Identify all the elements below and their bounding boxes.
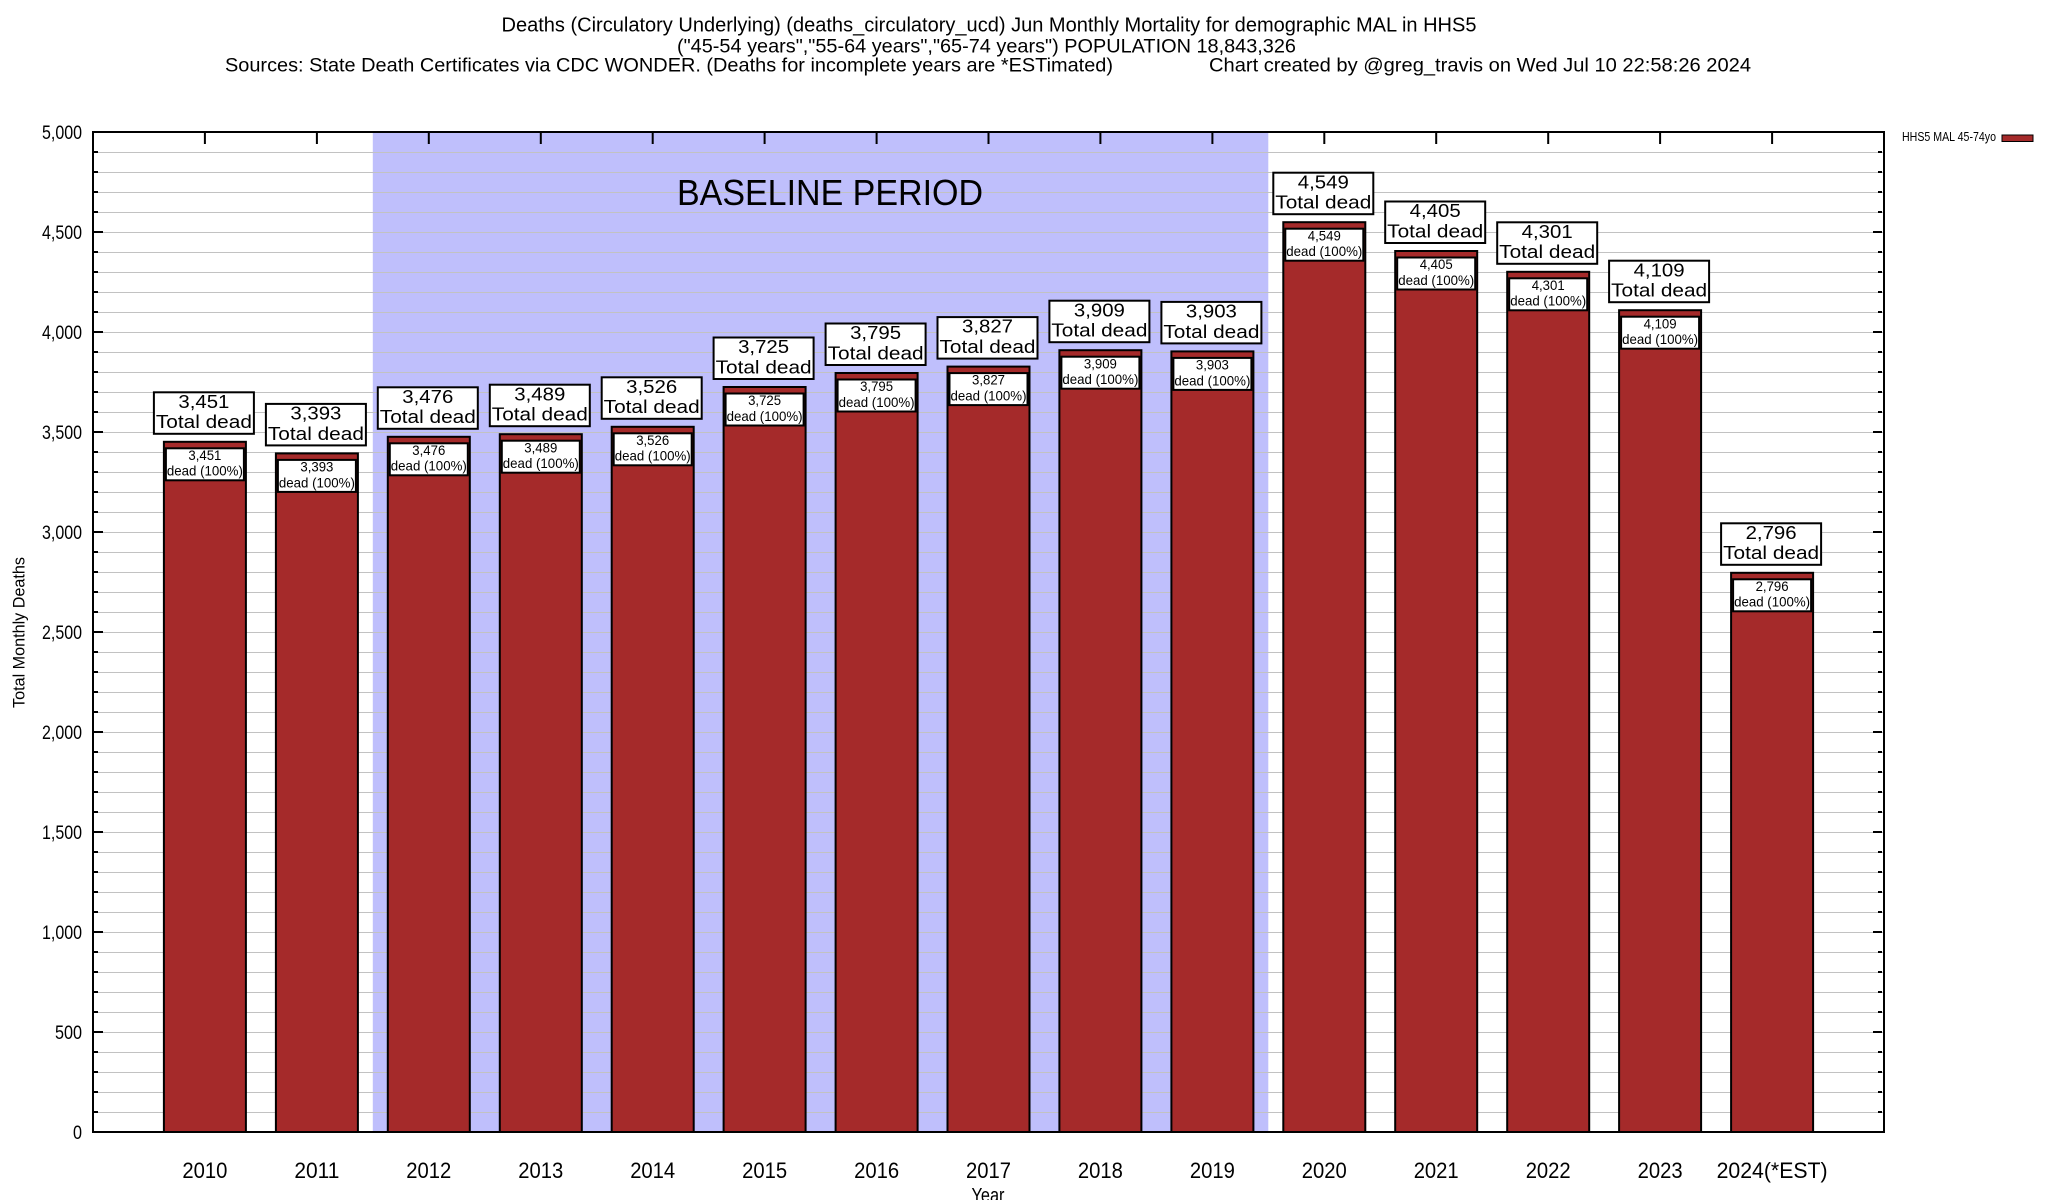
svg-text:4,109: 4,109 [1634,259,1685,280]
svg-text:1,000: 1,000 [42,923,82,944]
svg-text:3,795: 3,795 [850,322,901,343]
svg-text:3,451: 3,451 [188,447,221,463]
svg-text:3,903: 3,903 [1186,301,1237,322]
svg-text:2013: 2013 [518,1158,563,1183]
svg-text:("45-54 years","55-64 years",": ("45-54 years","55-64 years","65-74 year… [677,35,1296,57]
svg-text:3,476: 3,476 [412,442,445,458]
svg-text:Chart created by @greg_travis: Chart created by @greg_travis on Wed Jul… [1209,55,1751,77]
svg-text:2022: 2022 [1526,1158,1571,1183]
svg-text:dead (100%): dead (100%) [727,408,803,424]
svg-text:4,000: 4,000 [42,323,82,344]
svg-text:Total dead: Total dead [1275,192,1371,213]
svg-text:Year: Year [972,1185,1005,1200]
svg-text:3,725: 3,725 [748,392,781,408]
svg-text:2011: 2011 [294,1158,339,1183]
svg-text:4,109: 4,109 [1644,315,1677,331]
svg-text:Total dead: Total dead [156,411,252,432]
svg-text:3,451: 3,451 [178,391,229,412]
svg-text:2,500: 2,500 [42,623,82,644]
svg-text:4,301: 4,301 [1522,221,1573,242]
svg-text:4,405: 4,405 [1410,200,1461,221]
svg-text:BASELINE PERIOD: BASELINE PERIOD [677,172,983,213]
svg-text:3,827: 3,827 [972,372,1005,388]
svg-text:0: 0 [73,1123,82,1144]
svg-text:3,903: 3,903 [1196,357,1229,373]
svg-text:4,405: 4,405 [1420,256,1453,272]
svg-text:2016: 2016 [854,1158,899,1183]
svg-text:3,526: 3,526 [626,376,677,397]
svg-text:2023: 2023 [1638,1158,1683,1183]
svg-text:Total dead: Total dead [380,406,476,427]
svg-text:Total dead: Total dead [716,356,812,377]
svg-text:dead (100%): dead (100%) [1622,331,1698,347]
svg-text:2018: 2018 [1078,1158,1123,1183]
svg-text:Total dead: Total dead [1611,280,1707,301]
svg-text:4,301: 4,301 [1532,277,1565,293]
svg-text:dead (100%): dead (100%) [503,455,579,471]
svg-text:2017: 2017 [966,1158,1011,1183]
svg-text:500: 500 [55,1023,82,1044]
svg-text:Total dead: Total dead [1387,220,1483,241]
svg-text:Total dead: Total dead [604,396,700,417]
svg-text:3,000: 3,000 [42,523,82,544]
svg-text:Total dead: Total dead [1051,320,1147,341]
svg-text:2015: 2015 [742,1158,787,1183]
svg-text:Total dead: Total dead [1163,321,1259,342]
svg-text:2024(*EST): 2024(*EST) [1717,1158,1828,1183]
svg-text:Total dead: Total dead [492,404,588,425]
svg-text:3,526: 3,526 [636,432,669,448]
svg-text:Total dead: Total dead [940,336,1036,357]
svg-text:dead (100%): dead (100%) [839,394,915,410]
svg-text:3,500: 3,500 [42,423,82,444]
svg-text:1,500: 1,500 [42,823,82,844]
svg-text:3,489: 3,489 [514,383,565,404]
svg-text:dead (100%): dead (100%) [167,463,243,479]
svg-text:3,795: 3,795 [860,378,893,394]
svg-text:dead (100%): dead (100%) [951,388,1027,404]
svg-text:2,796: 2,796 [1746,522,1797,543]
svg-text:5,000: 5,000 [42,123,82,144]
svg-text:3,909: 3,909 [1074,299,1125,320]
svg-text:dead (100%): dead (100%) [1062,371,1138,387]
svg-text:3,476: 3,476 [402,386,453,407]
svg-text:2020: 2020 [1302,1158,1347,1183]
svg-text:Total dead: Total dead [1723,542,1819,563]
svg-text:Total dead: Total dead [268,423,364,444]
svg-text:dead (100%): dead (100%) [1286,243,1362,259]
svg-text:4,549: 4,549 [1308,227,1341,243]
svg-text:dead (100%): dead (100%) [1174,372,1250,388]
svg-text:Total dead: Total dead [828,342,924,363]
svg-text:3,725: 3,725 [738,336,789,357]
svg-text:Deaths (Circulatory Underlying: Deaths (Circulatory Underlying) (deaths_… [502,15,1477,37]
svg-text:3,393: 3,393 [290,403,341,424]
svg-text:2014: 2014 [630,1158,675,1183]
svg-text:2019: 2019 [1190,1158,1235,1183]
svg-text:dead (100%): dead (100%) [279,474,355,490]
svg-text:3,393: 3,393 [300,459,333,475]
svg-text:HHS5 MAL 45-74yo: HHS5 MAL 45-74yo [1902,130,1996,144]
svg-text:dead (100%): dead (100%) [391,458,467,474]
svg-text:dead (100%): dead (100%) [615,448,691,464]
svg-text:3,489: 3,489 [524,439,557,455]
svg-text:dead (100%): dead (100%) [1398,272,1474,288]
svg-text:Total dead: Total dead [1499,241,1595,262]
svg-text:4,500: 4,500 [42,223,82,244]
svg-text:dead (100%): dead (100%) [1734,594,1810,610]
svg-text:2,796: 2,796 [1756,578,1789,594]
svg-text:2021: 2021 [1414,1158,1459,1183]
svg-text:Sources: State Death Certifica: Sources: State Death Certificates via CD… [225,55,1113,77]
svg-text:3,827: 3,827 [962,316,1013,337]
svg-text:dead (100%): dead (100%) [1510,293,1586,309]
svg-text:2,000: 2,000 [42,723,82,744]
svg-text:4,549: 4,549 [1298,171,1349,192]
svg-text:2012: 2012 [406,1158,451,1183]
svg-text:Total Monthly Deaths: Total Monthly Deaths [10,557,29,708]
svg-text:3,909: 3,909 [1084,355,1117,371]
svg-text:2010: 2010 [182,1158,227,1183]
